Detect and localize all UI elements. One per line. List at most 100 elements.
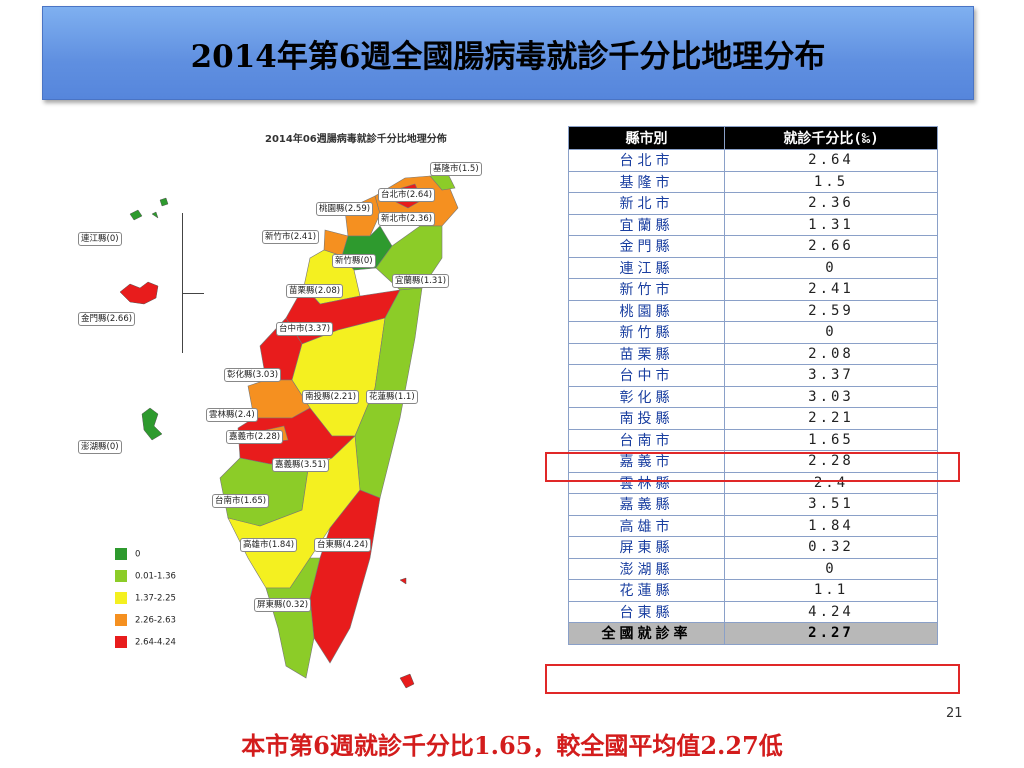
label-taichung: 台中市(3.37) [276, 322, 334, 336]
region-lienchiang [129, 197, 169, 221]
label-penghu: 澎湖縣(0) [78, 440, 122, 454]
rate-cell: 1.84 [724, 514, 938, 537]
label-kinmen: 金門縣(2.66) [78, 312, 136, 326]
rate-cell: 2.21 [724, 407, 938, 430]
label-lienchiang: 連江縣(0) [78, 232, 122, 246]
legend-swatch [115, 636, 127, 648]
header-rate: 就診千分比(‰) [724, 126, 938, 150]
page-number: 21 [946, 706, 963, 721]
region-pingtung [265, 557, 321, 679]
table-row: 基隆市 1.5 [568, 170, 938, 193]
label-pingtung: 屏東縣(0.32) [254, 598, 312, 612]
table-row: 屏東縣 0.32 [568, 536, 938, 559]
table-row: 花蓮縣 1.1 [568, 579, 938, 602]
label-hualien: 花蓮縣(1.1) [366, 390, 418, 404]
map-title: 2014年06週腸病毒就診千分比地理分佈 [265, 134, 447, 145]
total-label-cell: 全國就診率 [568, 622, 725, 645]
county-cell: 台中市 [568, 364, 725, 387]
rate-cell: 1.1 [724, 579, 938, 602]
table-row: 彰化縣 3.03 [568, 385, 938, 408]
rate-cell: 2.41 [724, 278, 938, 301]
table-row: 南投縣 2.21 [568, 407, 938, 430]
rate-cell: 0.32 [724, 536, 938, 559]
table-row: 台北市 2.64 [568, 149, 938, 172]
rate-cell: 0 [724, 321, 938, 344]
rate-cell: 3.37 [724, 364, 938, 387]
county-cell: 花蓮縣 [568, 579, 725, 602]
label-changhua: 彰化縣(3.03) [224, 368, 282, 382]
legend-label: 1.37-2.25 [135, 593, 176, 604]
label-kaohsiung: 高雄市(1.84) [240, 538, 298, 552]
county-cell: 新竹縣 [568, 321, 725, 344]
highlight-box-national [545, 664, 960, 694]
label-taipei: 台北市(2.64) [378, 188, 436, 202]
header-county: 縣市別 [568, 126, 725, 150]
table-row: 雲林縣 2.4 [568, 471, 938, 494]
county-cell: 澎湖縣 [568, 557, 725, 580]
table-row: 澎湖縣 0 [568, 557, 938, 580]
title-banner: 2014年第6週全國腸病毒就診千分比地理分布 [42, 6, 974, 100]
county-cell: 嘉義縣 [568, 493, 725, 516]
label-hsinchu-county: 新竹縣(0) [332, 254, 376, 268]
total-rate-cell: 2.27 [724, 622, 938, 645]
label-yunlin: 雲林縣(2.4) [206, 408, 258, 422]
table-row: 新竹市 2.41 [568, 278, 938, 301]
table-header-row: 縣市別 就診千分比(‰) [568, 126, 938, 150]
table-row: 苗栗縣 2.08 [568, 342, 938, 365]
label-yilan: 宜蘭縣(1.31) [392, 274, 450, 288]
legend-swatch [115, 592, 127, 604]
county-cell: 雲林縣 [568, 471, 725, 494]
county-cell: 新竹市 [568, 278, 725, 301]
label-keelung: 基隆市(1.5) [430, 162, 482, 176]
region-orchid-island [399, 673, 415, 689]
legend-item: 0.01-1.36 [115, 570, 176, 582]
rate-table: 縣市別 就診千分比(‰) 台北市 2.64 基隆市 1.5 新北市 2.36 宜蘭縣 1… [568, 126, 938, 645]
rate-cell: 2.64 [724, 149, 938, 172]
label-tainan: 台南市(1.65) [212, 494, 270, 508]
label-taitung: 台東縣(4.24) [314, 538, 372, 552]
rate-cell: 0 [724, 256, 938, 279]
table-row: 嘉義縣 3.51 [568, 493, 938, 516]
county-cell: 金門縣 [568, 235, 725, 258]
county-cell: 台北市 [568, 149, 725, 172]
legend-item: 1.37-2.25 [115, 592, 176, 604]
table-row: 桃園縣 2.59 [568, 299, 938, 322]
rate-cell: 2.66 [724, 235, 938, 258]
region-penghu [141, 407, 163, 441]
legend-item: 2.26-2.63 [115, 614, 176, 626]
rate-cell: 4.24 [724, 600, 938, 623]
page-title: 2014年第6週全國腸病毒就診千分比地理分布 [190, 39, 826, 75]
legend-swatch [115, 614, 127, 626]
label-chiayi-city: 嘉義市(2.28) [226, 430, 284, 444]
legend-label: 0.01-1.36 [135, 571, 176, 582]
table-row: 新竹縣 0 [568, 321, 938, 344]
legend-item: 2.64-4.24 [115, 636, 176, 648]
county-cell: 宜蘭縣 [568, 213, 725, 236]
rate-cell: 0 [724, 557, 938, 580]
table-total-row: 全國就診率 2.27 [568, 622, 938, 645]
label-newtaipei: 新北市(2.36) [378, 212, 436, 226]
region-kinmen [119, 281, 159, 305]
county-cell: 苗栗縣 [568, 342, 725, 365]
rate-cell: 1.31 [724, 213, 938, 236]
county-cell: 南投縣 [568, 407, 725, 430]
rate-cell: 2.36 [724, 192, 938, 215]
county-cell: 台東縣 [568, 600, 725, 623]
legend-label: 0 [135, 549, 141, 560]
table-row: 金門縣 2.66 [568, 235, 938, 258]
table-row: 連江縣 0 [568, 256, 938, 279]
label-miaoli: 苗栗縣(2.08) [286, 284, 344, 298]
rate-cell: 1.5 [724, 170, 938, 193]
rate-cell: 3.03 [724, 385, 938, 408]
conclusion-text: 本市第6週就診千分比1.65，較全國平均值2.27低 [241, 731, 783, 760]
county-cell: 新北市 [568, 192, 725, 215]
label-hsinchu-city: 新竹市(2.41) [262, 230, 320, 244]
legend-swatch [115, 570, 127, 582]
label-nantou: 南投縣(2.21) [302, 390, 360, 404]
taiwan-choropleth-map [119, 173, 459, 689]
inset-divider-vertical [182, 213, 183, 353]
county-cell: 高雄市 [568, 514, 725, 537]
county-cell: 屏東縣 [568, 536, 725, 559]
table-row: 台南市 1.65 [568, 428, 938, 451]
highlight-box-tainan [545, 452, 960, 482]
